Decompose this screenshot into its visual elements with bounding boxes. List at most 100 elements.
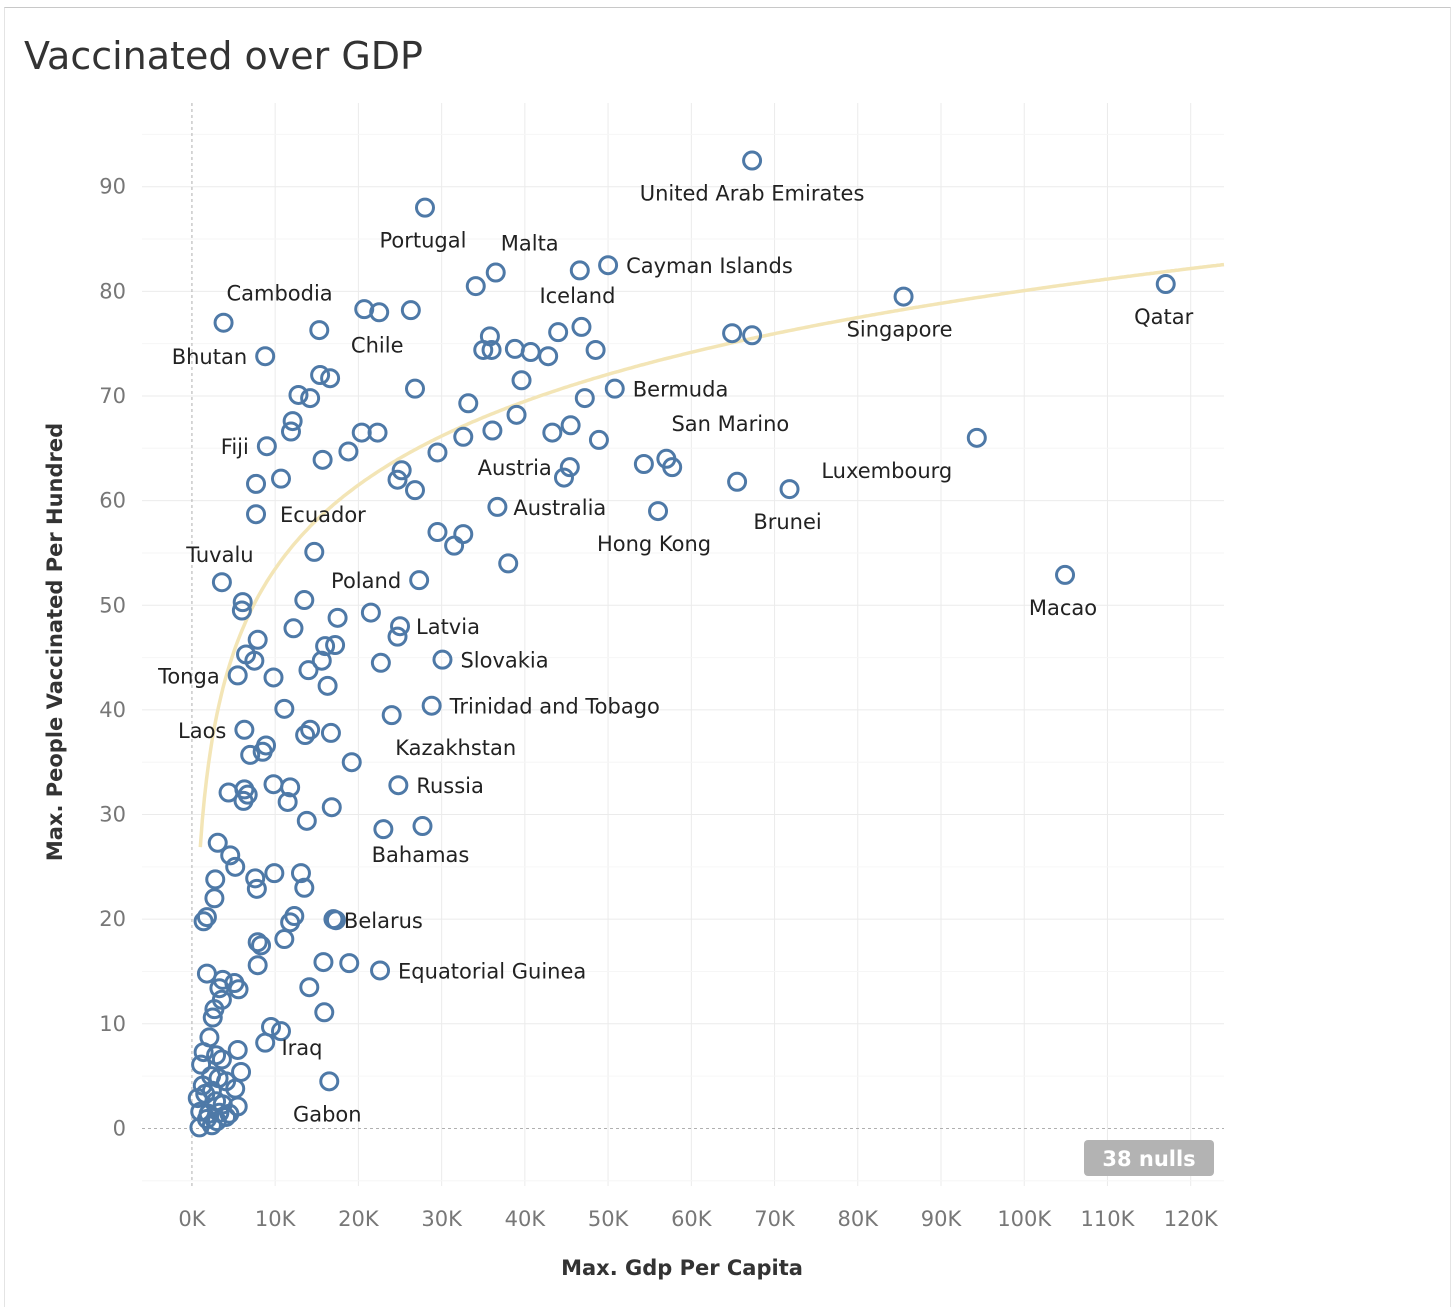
data-point[interactable] [256,735,277,756]
data-point[interactable] [280,421,301,442]
data-point[interactable] [263,774,284,795]
data-point[interactable] [317,675,338,696]
data-point[interactable] [498,553,519,574]
data-point-hong-kong[interactable] [648,501,669,522]
data-point[interactable] [201,1115,222,1136]
data-point[interactable] [722,323,743,344]
data-point[interactable] [427,522,448,543]
data-point[interactable] [481,339,502,360]
data-point-australia[interactable] [487,496,508,517]
data-point[interactable] [240,744,261,765]
data-point-trinidad-and-tobago[interactable] [421,695,442,716]
data-point[interactable] [473,339,494,360]
data-point[interactable] [560,415,581,436]
data-point-ecuador[interactable] [246,504,267,525]
data-point-san-marino[interactable] [656,448,677,469]
data-point-bhutan[interactable] [255,346,276,367]
data-point-malta[interactable] [485,262,506,283]
data-point[interactable] [327,607,348,628]
data-point[interactable] [270,468,291,489]
data-point[interactable] [338,441,359,462]
data-point[interactable] [304,541,325,562]
data-point[interactable] [283,618,304,639]
data-point[interactable] [339,953,360,974]
data-point[interactable] [553,467,574,488]
data-point-chile[interactable] [369,302,390,323]
data-point[interactable] [228,979,249,1000]
data-point[interactable] [585,339,606,360]
data-points[interactable] [187,150,1176,1138]
data-point[interactable] [264,863,285,884]
data-point[interactable] [207,832,228,853]
data-point[interactable] [247,629,268,650]
data-point[interactable] [321,797,342,818]
data-point[interactable] [315,636,336,657]
data-point[interactable] [320,722,341,743]
data-point-qatar[interactable] [1155,274,1176,295]
data-point-united-arab-emirates[interactable] [742,150,763,171]
data-point[interactable] [233,790,254,811]
data-point[interactable] [277,791,298,812]
data-point[interactable] [360,602,381,623]
data-point[interactable] [300,719,321,740]
data-point[interactable] [300,388,321,409]
data-point[interactable] [227,1039,248,1060]
data-point[interactable] [310,365,331,386]
data-point[interactable] [325,635,346,656]
data-point[interactable] [231,1061,252,1082]
data-point-bahamas[interactable] [412,816,433,837]
data-point[interactable] [370,652,391,673]
data-point[interactable] [444,535,465,556]
data-point[interactable] [193,1042,214,1063]
data-point[interactable] [189,1117,210,1138]
data-point[interactable] [542,422,563,443]
data-point[interactable] [404,378,425,399]
data-point[interactable] [220,845,241,866]
data-point-tuvalu[interactable] [211,572,232,593]
data-point-fiji[interactable] [256,436,277,457]
data-point[interactable] [247,955,268,976]
data-point[interactable] [391,460,412,481]
data-point-laos[interactable] [234,719,255,740]
data-point[interactable] [313,952,334,973]
data-point-bermuda[interactable] [604,378,625,399]
data-point-latvia[interactable] [390,616,411,637]
data-point[interactable] [312,449,333,470]
data-point[interactable] [458,393,479,414]
data-point[interactable] [400,300,421,321]
data-point[interactable] [202,1007,223,1028]
data-point-iceland[interactable] [571,316,592,337]
data-point[interactable] [506,404,527,425]
data-point[interactable] [280,777,301,798]
data-point[interactable] [296,810,317,831]
data-point-luxembourg[interactable] [966,427,987,448]
data-point[interactable] [574,388,595,409]
data-point[interactable] [255,1032,276,1053]
data-point[interactable] [232,592,253,613]
data-point-macao[interactable] [1055,564,1076,585]
data-point[interactable] [727,471,748,492]
data-point[interactable] [373,819,394,840]
data-point[interactable] [387,469,408,490]
data-point[interactable] [280,912,301,933]
data-point[interactable] [404,480,425,501]
data-point[interactable] [191,1054,212,1075]
data-point[interactable] [311,650,332,671]
data-point[interactable] [387,626,408,647]
data-point[interactable] [247,932,268,953]
data-point[interactable] [298,660,319,681]
data-point[interactable] [206,1111,227,1132]
data-point[interactable] [320,368,341,389]
data-point[interactable] [288,384,309,405]
nulls-badge[interactable]: 38 nulls [1084,1140,1214,1176]
data-point[interactable] [367,422,388,443]
data-point[interactable] [216,1106,237,1127]
data-point[interactable] [633,454,654,474]
data-point[interactable] [193,911,214,932]
data-point[interactable] [244,650,265,671]
data-point[interactable] [309,320,330,341]
data-point[interactable] [290,863,311,884]
data-point[interactable] [453,524,474,545]
data-point-brunei[interactable] [779,479,800,500]
data-point[interactable] [205,869,226,890]
